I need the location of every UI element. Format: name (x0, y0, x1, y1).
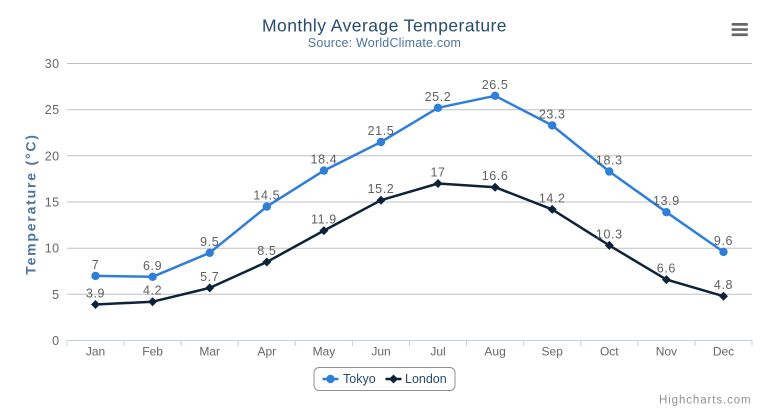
svg-text:23.3: 23.3 (539, 107, 566, 121)
svg-text:Highcharts.com: Highcharts.com (659, 395, 752, 407)
svg-text:Apr: Apr (257, 345, 276, 359)
svg-text:26.5: 26.5 (482, 78, 509, 92)
svg-text:Dec: Dec (713, 345, 734, 359)
svg-text:10.3: 10.3 (596, 227, 623, 241)
svg-text:Feb: Feb (142, 345, 163, 359)
svg-text:9.6: 9.6 (714, 234, 733, 248)
svg-text:21.5: 21.5 (368, 124, 395, 138)
svg-text:Source: WorldClimate.com: Source: WorldClimate.com (308, 36, 461, 50)
svg-text:Monthly Average Temperature: Monthly Average Temperature (262, 16, 507, 36)
svg-text:7: 7 (92, 258, 100, 272)
svg-text:11.9: 11.9 (311, 213, 337, 227)
svg-text:10: 10 (45, 242, 60, 256)
svg-text:0: 0 (52, 334, 59, 348)
svg-text:Nov: Nov (656, 345, 677, 359)
svg-text:8.5: 8.5 (257, 244, 276, 258)
svg-text:5: 5 (52, 288, 59, 302)
svg-text:6.6: 6.6 (657, 262, 676, 276)
svg-text:25.2: 25.2 (425, 90, 452, 104)
svg-text:17: 17 (430, 166, 445, 180)
svg-text:Jul: Jul (430, 345, 445, 359)
svg-text:14.2: 14.2 (539, 191, 566, 205)
svg-text:9.5: 9.5 (200, 235, 219, 249)
svg-text:Jun: Jun (371, 345, 390, 359)
svg-text:30: 30 (45, 57, 60, 71)
svg-text:Tokyo: Tokyo (343, 372, 376, 386)
svg-text:18.4: 18.4 (311, 153, 338, 167)
svg-text:London: London (405, 372, 447, 386)
svg-text:4.2: 4.2 (143, 284, 162, 298)
svg-text:13.9: 13.9 (653, 194, 680, 208)
svg-text:Jan: Jan (86, 345, 105, 359)
svg-text:Temperature (°C): Temperature (°C) (23, 133, 39, 275)
svg-text:18.3: 18.3 (596, 154, 623, 168)
svg-text:6.9: 6.9 (143, 259, 162, 273)
svg-text:4.8: 4.8 (714, 278, 733, 292)
svg-text:5.7: 5.7 (200, 270, 219, 284)
svg-text:Mar: Mar (199, 345, 220, 359)
svg-text:3.9: 3.9 (86, 287, 105, 301)
svg-text:Sep: Sep (542, 345, 564, 359)
svg-text:20: 20 (45, 149, 60, 163)
svg-text:15.2: 15.2 (368, 182, 395, 196)
svg-text:Oct: Oct (600, 345, 619, 359)
svg-text:Aug: Aug (484, 345, 505, 359)
svg-text:May: May (313, 345, 336, 359)
svg-text:14.5: 14.5 (253, 189, 280, 203)
svg-text:25: 25 (45, 103, 60, 117)
svg-text:16.6: 16.6 (482, 169, 509, 183)
svg-text:15: 15 (45, 196, 60, 210)
